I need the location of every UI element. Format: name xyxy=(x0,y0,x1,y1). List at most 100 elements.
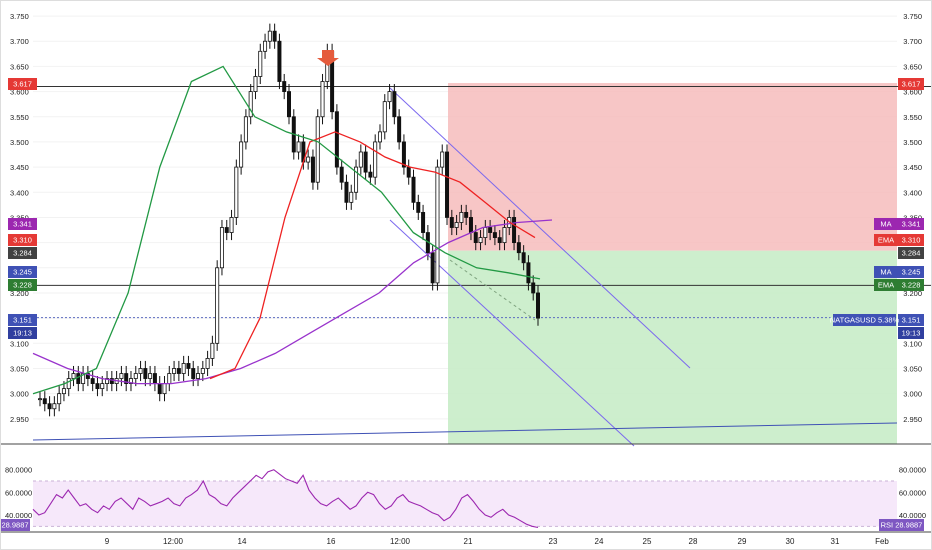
candle xyxy=(109,378,114,384)
candle xyxy=(71,373,76,379)
left-price-tag-bg xyxy=(8,266,37,278)
rsi-current-tag-bg xyxy=(879,519,924,531)
price-y-tick-right-15: 3.000 xyxy=(903,390,922,399)
candle xyxy=(172,368,177,374)
price-y-tick-left-14: 3.050 xyxy=(10,364,29,373)
left-price-tag-6: 3.151 xyxy=(13,316,32,325)
candle xyxy=(392,91,397,118)
candle xyxy=(368,171,373,178)
candle xyxy=(100,383,105,390)
candle xyxy=(258,50,263,77)
candle xyxy=(176,368,181,374)
candle xyxy=(449,217,454,228)
candle xyxy=(406,166,411,178)
candle xyxy=(320,81,325,118)
right-price-tag-5: 3.228 xyxy=(902,281,921,290)
price-y-tick-left-13: 3.100 xyxy=(10,339,29,348)
price-y-tick-right-5: 3.500 xyxy=(903,138,922,147)
left-price-tag-bg xyxy=(8,78,37,90)
candle xyxy=(349,191,354,203)
candle xyxy=(66,378,71,390)
rsi-left-tag-bg xyxy=(0,519,30,531)
x-tick-13: Feb xyxy=(875,537,889,546)
candle xyxy=(152,373,157,384)
rsi-line xyxy=(32,469,539,529)
candle xyxy=(253,76,258,92)
rsi-band xyxy=(33,481,897,527)
left-price-tag-2: 3.310 xyxy=(13,236,32,245)
right-price-tag-bg xyxy=(898,279,924,291)
candle xyxy=(430,252,435,284)
candle xyxy=(334,111,339,168)
price-y-tick-right-0: 3.750 xyxy=(903,12,922,21)
price-y-tick-right-7: 3.400 xyxy=(903,188,922,197)
candle xyxy=(90,378,95,384)
candle xyxy=(243,116,248,143)
candle xyxy=(536,292,541,319)
left-price-tag-7: 19:13 xyxy=(13,329,32,338)
reward-zone xyxy=(448,250,897,444)
right-indicator-tag-3: EMA xyxy=(878,281,894,290)
x-tick-12: 31 xyxy=(831,537,840,546)
candle xyxy=(286,91,291,118)
right-price-tag-7: 19:13 xyxy=(902,329,921,338)
candle xyxy=(162,383,167,395)
candle xyxy=(282,81,287,92)
price-y-tick-left-0: 3.750 xyxy=(10,12,29,21)
price-y-tick-left-8: 3.350 xyxy=(10,213,29,222)
x-tick-4: 12:00 xyxy=(390,537,411,546)
rsi-left-tag: 28.9887 xyxy=(1,521,28,530)
candle xyxy=(492,232,497,238)
price-y-tick-left-16: 2.950 xyxy=(10,415,29,424)
candle xyxy=(363,151,368,173)
candle xyxy=(387,91,392,103)
candle xyxy=(85,373,90,379)
candle xyxy=(263,40,268,52)
candle xyxy=(191,368,196,379)
candle xyxy=(377,131,382,143)
candle xyxy=(306,156,311,163)
left-price-tag-bg xyxy=(8,327,37,339)
candle xyxy=(128,378,133,384)
price-y-tick-left-4: 3.550 xyxy=(10,113,29,122)
price-y-tick-right-1: 3.700 xyxy=(903,37,922,46)
candle xyxy=(454,222,459,228)
candle xyxy=(310,156,315,183)
candle xyxy=(526,262,531,284)
x-tick-10: 29 xyxy=(738,537,747,546)
x-tick-8: 25 xyxy=(643,537,652,546)
candle xyxy=(205,358,210,369)
x-tick-11: 30 xyxy=(786,537,795,546)
candle xyxy=(76,373,81,384)
candle xyxy=(181,363,186,374)
candle xyxy=(488,227,493,233)
candle xyxy=(440,151,445,168)
price-y-tick-right-14: 3.050 xyxy=(903,364,922,373)
left-price-tag-3: 3.284 xyxy=(13,249,32,258)
price-y-tick-left-2: 3.650 xyxy=(10,62,29,71)
candle xyxy=(38,398,43,401)
candle xyxy=(61,388,66,395)
candle xyxy=(167,373,172,384)
x-tick-9: 28 xyxy=(689,537,698,546)
left-price-tag-bg xyxy=(8,279,37,291)
candle xyxy=(196,373,201,379)
candle xyxy=(344,181,349,203)
candle xyxy=(473,232,478,244)
price-y-tick-left-11: 3.200 xyxy=(10,289,29,298)
right-price-tag-6: 3.151 xyxy=(902,316,921,325)
candle xyxy=(421,212,426,233)
rsi-y-tick-left-0: 80.0000 xyxy=(5,466,32,475)
candle xyxy=(224,227,229,233)
price-y-tick-right-4: 3.550 xyxy=(903,113,922,122)
candle xyxy=(358,151,363,168)
x-tick-1: 12:00 xyxy=(163,537,184,546)
x-tick-3: 16 xyxy=(327,537,336,546)
ema-fast-line xyxy=(32,65,541,395)
price-y-tick-right-8: 3.350 xyxy=(903,213,922,222)
x-tick-0: 9 xyxy=(105,537,110,546)
left-price-tag-bg xyxy=(8,234,37,246)
x-tick-6: 23 xyxy=(549,537,558,546)
x-tick-2: 14 xyxy=(238,537,247,546)
